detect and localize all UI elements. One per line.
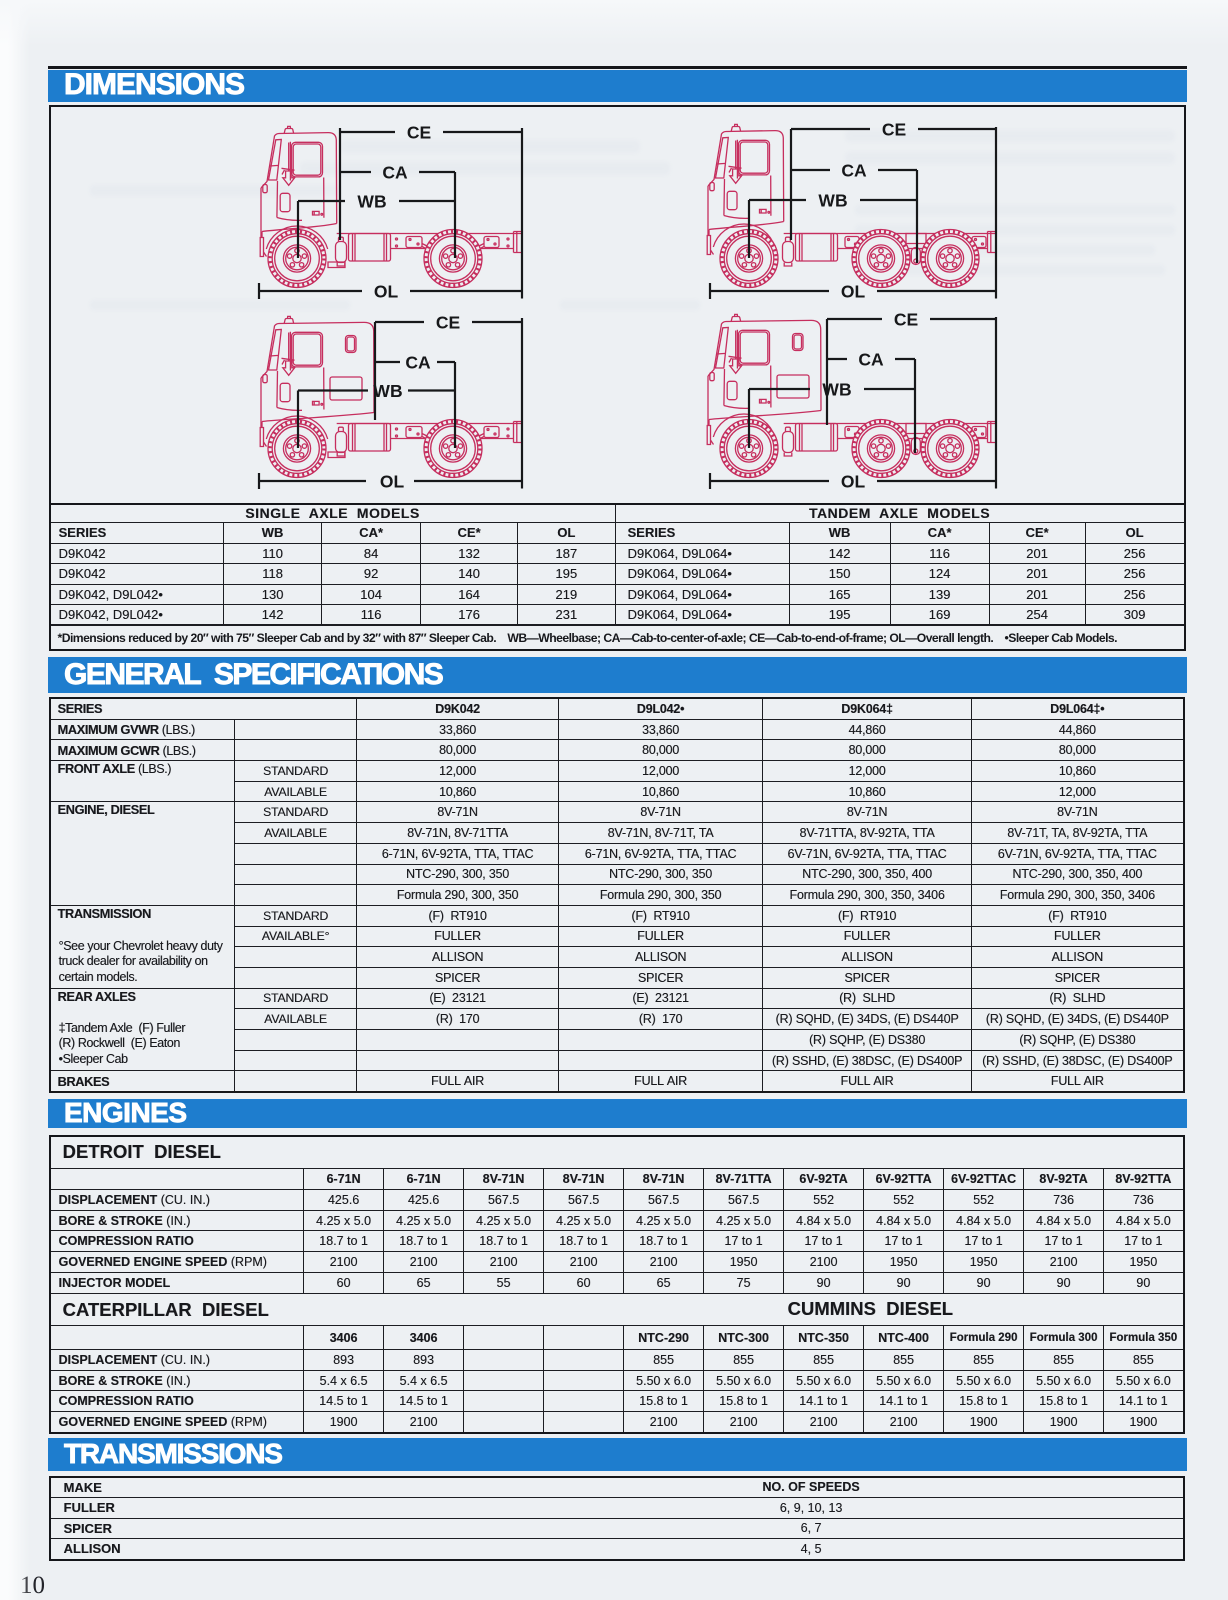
svg-text:CA: CA (382, 162, 408, 182)
svg-text:WB: WB (373, 380, 402, 400)
svg-text:CA: CA (405, 352, 431, 372)
svg-text:CE: CE (406, 122, 430, 142)
svg-text:WB: WB (822, 379, 851, 399)
svg-text:CE: CE (881, 119, 905, 139)
svg-text:WB: WB (357, 191, 386, 211)
svg-text:WB: WB (818, 190, 847, 210)
svg-text:OL: OL (840, 281, 865, 301)
svg-text:OL: OL (379, 471, 404, 491)
svg-text:OL: OL (373, 281, 398, 301)
svg-text:CA: CA (858, 349, 884, 369)
svg-text:OL: OL (840, 471, 865, 491)
svg-text:CE: CE (435, 312, 459, 332)
svg-text:CA: CA (841, 160, 867, 180)
svg-text:CE: CE (893, 309, 917, 329)
